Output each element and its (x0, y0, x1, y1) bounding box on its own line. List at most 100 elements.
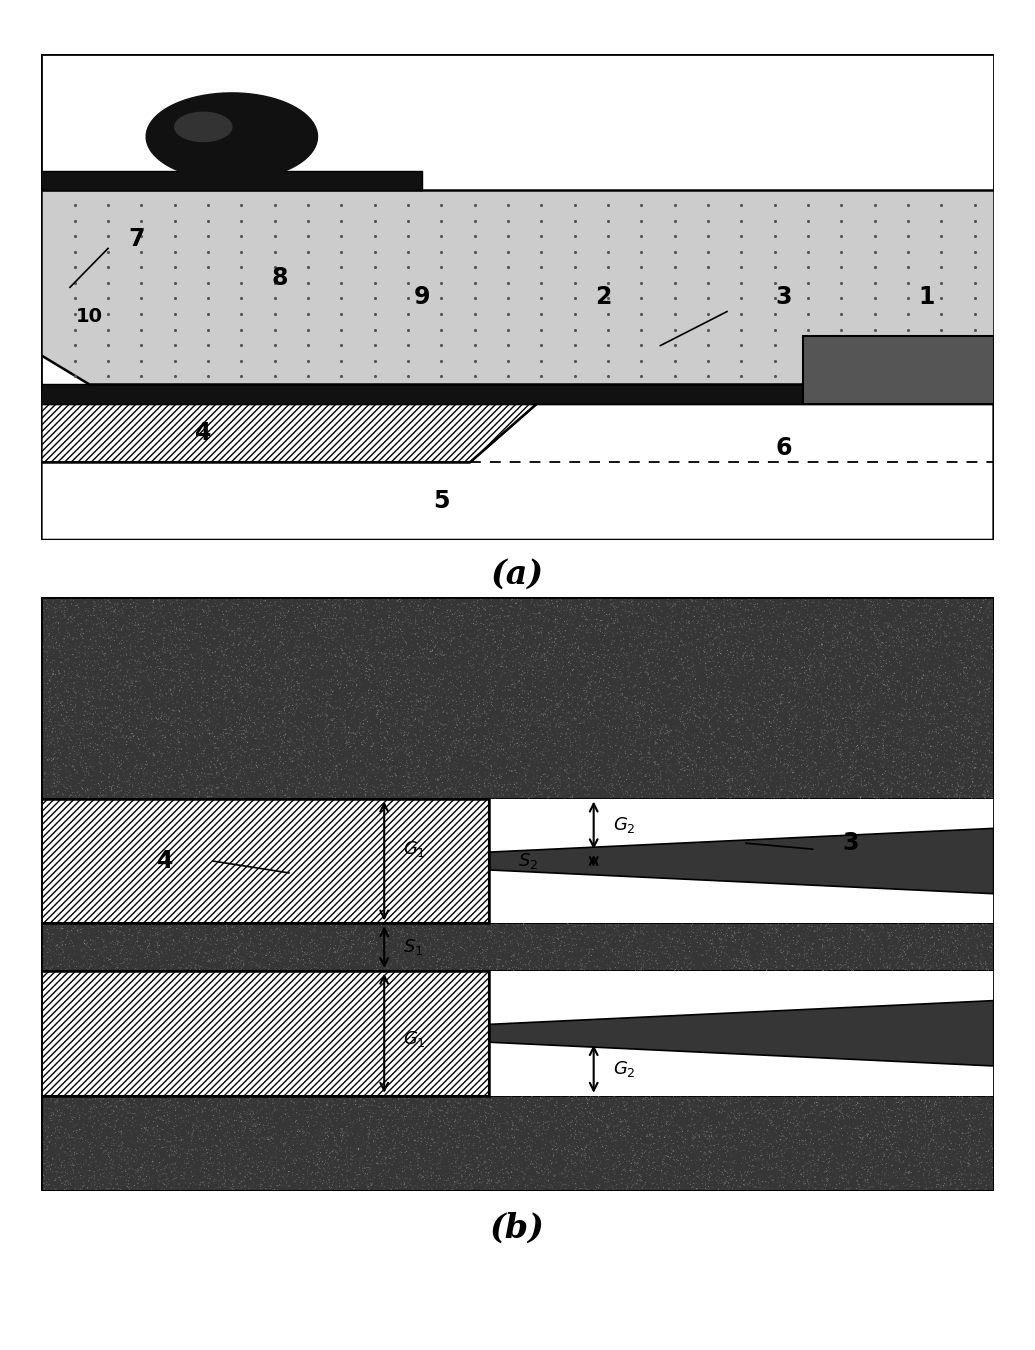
Point (750, 780, 767, 802)
Point (951, 636, 968, 657)
Point (825, 652, 841, 674)
Point (436, 644, 452, 666)
Point (876, 953, 892, 975)
Point (313, 740, 329, 761)
Point (979, 710, 996, 732)
Point (176, 1157, 193, 1179)
Point (775, 776, 792, 798)
Point (510, 709, 527, 730)
Point (796, 1088, 812, 1110)
Point (283, 1098, 299, 1119)
Point (703, 1164, 719, 1185)
Point (956, 679, 973, 701)
Point (95, 956, 112, 977)
Point (493, 636, 509, 657)
Point (366, 753, 383, 775)
Point (178, 717, 195, 738)
Point (233, 640, 249, 662)
Point (241, 771, 258, 792)
Point (172, 629, 188, 651)
Point (310, 774, 327, 795)
Point (856, 1160, 873, 1181)
Point (815, 759, 831, 780)
Point (714, 1177, 731, 1199)
Point (973, 670, 989, 691)
Point (389, 940, 406, 961)
Point (756, 713, 772, 734)
Point (772, 1087, 789, 1108)
Point (770, 937, 787, 958)
Point (368, 1153, 385, 1174)
Point (350, 657, 366, 679)
Point (579, 1158, 595, 1180)
Point (170, 644, 186, 666)
Point (39, 1085, 56, 1107)
Point (332, 616, 349, 637)
Point (70, 1161, 87, 1183)
Point (572, 651, 589, 672)
Point (490, 710, 506, 732)
Point (721, 1102, 738, 1123)
Point (943, 775, 959, 796)
Point (71, 1087, 88, 1108)
Point (633, 1118, 650, 1139)
Point (464, 776, 480, 798)
Point (95, 620, 112, 641)
Point (69, 594, 86, 616)
Point (692, 687, 709, 709)
Point (562, 925, 579, 946)
Point (405, 768, 421, 790)
Point (215, 1156, 232, 1177)
Point (105, 662, 121, 683)
Point (866, 614, 883, 636)
Point (204, 1135, 220, 1157)
Point (874, 1110, 890, 1131)
Point (67, 950, 84, 972)
Point (160, 1091, 177, 1112)
Point (306, 952, 323, 973)
Point (941, 1087, 957, 1108)
Point (336, 721, 353, 743)
Point (49, 1089, 65, 1111)
Point (855, 676, 871, 698)
Point (575, 740, 592, 761)
Point (729, 641, 745, 663)
Point (373, 1162, 389, 1184)
Point (383, 617, 400, 639)
Point (703, 1179, 719, 1200)
Point (84, 686, 100, 707)
Point (50, 755, 66, 776)
Point (895, 733, 912, 755)
Point (327, 637, 344, 659)
Point (837, 1156, 854, 1177)
Point (609, 937, 625, 958)
Point (553, 595, 569, 617)
Point (206, 726, 223, 748)
Point (264, 694, 280, 716)
Point (951, 1126, 968, 1147)
Point (904, 628, 920, 649)
Point (639, 747, 655, 768)
Point (890, 1138, 907, 1160)
Point (171, 761, 187, 783)
Point (768, 1153, 785, 1174)
Point (868, 726, 885, 748)
Point (271, 703, 288, 725)
Point (156, 628, 173, 649)
Point (66, 1111, 83, 1133)
Point (806, 711, 823, 733)
Point (210, 628, 227, 649)
Point (971, 716, 987, 737)
Point (345, 753, 361, 775)
Point (635, 710, 652, 732)
Point (170, 728, 186, 749)
Point (865, 764, 882, 786)
Point (804, 620, 821, 641)
Point (428, 729, 445, 751)
Point (489, 948, 505, 969)
Point (859, 1106, 876, 1127)
Point (979, 958, 996, 980)
Point (922, 956, 939, 977)
Point (605, 644, 622, 666)
Point (615, 936, 631, 957)
